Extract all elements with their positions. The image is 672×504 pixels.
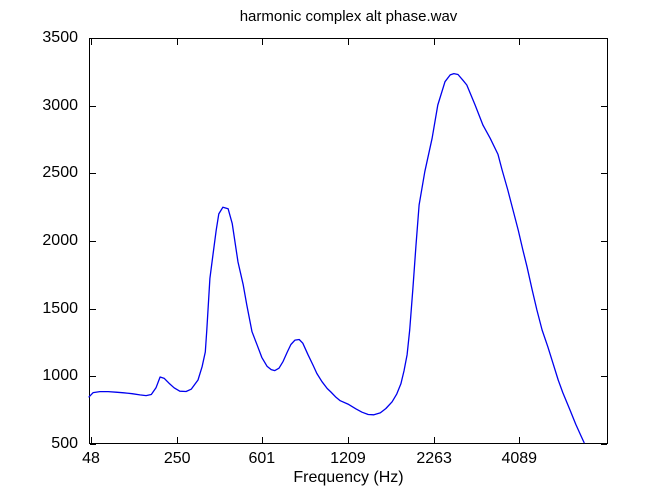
x-tick-label: 4089 [501, 450, 538, 467]
x-tick-label: 601 [248, 450, 276, 467]
x-axis-label: Frequency (Hz) [293, 469, 404, 486]
y-tick-label: 2000 [42, 232, 78, 249]
x-tick-label: 2263 [416, 450, 452, 467]
y-tick-label: 3500 [42, 29, 78, 46]
y-tick-label: 3000 [42, 96, 78, 114]
curve-magnitude-vs-frequency [88, 72, 585, 444]
plot-canvas [88, 38, 608, 445]
y-tick-label: 2500 [42, 164, 78, 182]
y-tick-label: 500 [51, 435, 78, 452]
chart-title: harmonic complex alt phase.wav [239, 8, 458, 25]
y-tick-label: 1000 [42, 367, 78, 385]
y-tick-label: 1500 [42, 299, 78, 317]
axes-box [89, 38, 608, 444]
x-tick-label: 1209 [330, 450, 366, 467]
x-tick-label: 48 [82, 450, 100, 467]
x-tick-label: 250 [163, 450, 191, 467]
